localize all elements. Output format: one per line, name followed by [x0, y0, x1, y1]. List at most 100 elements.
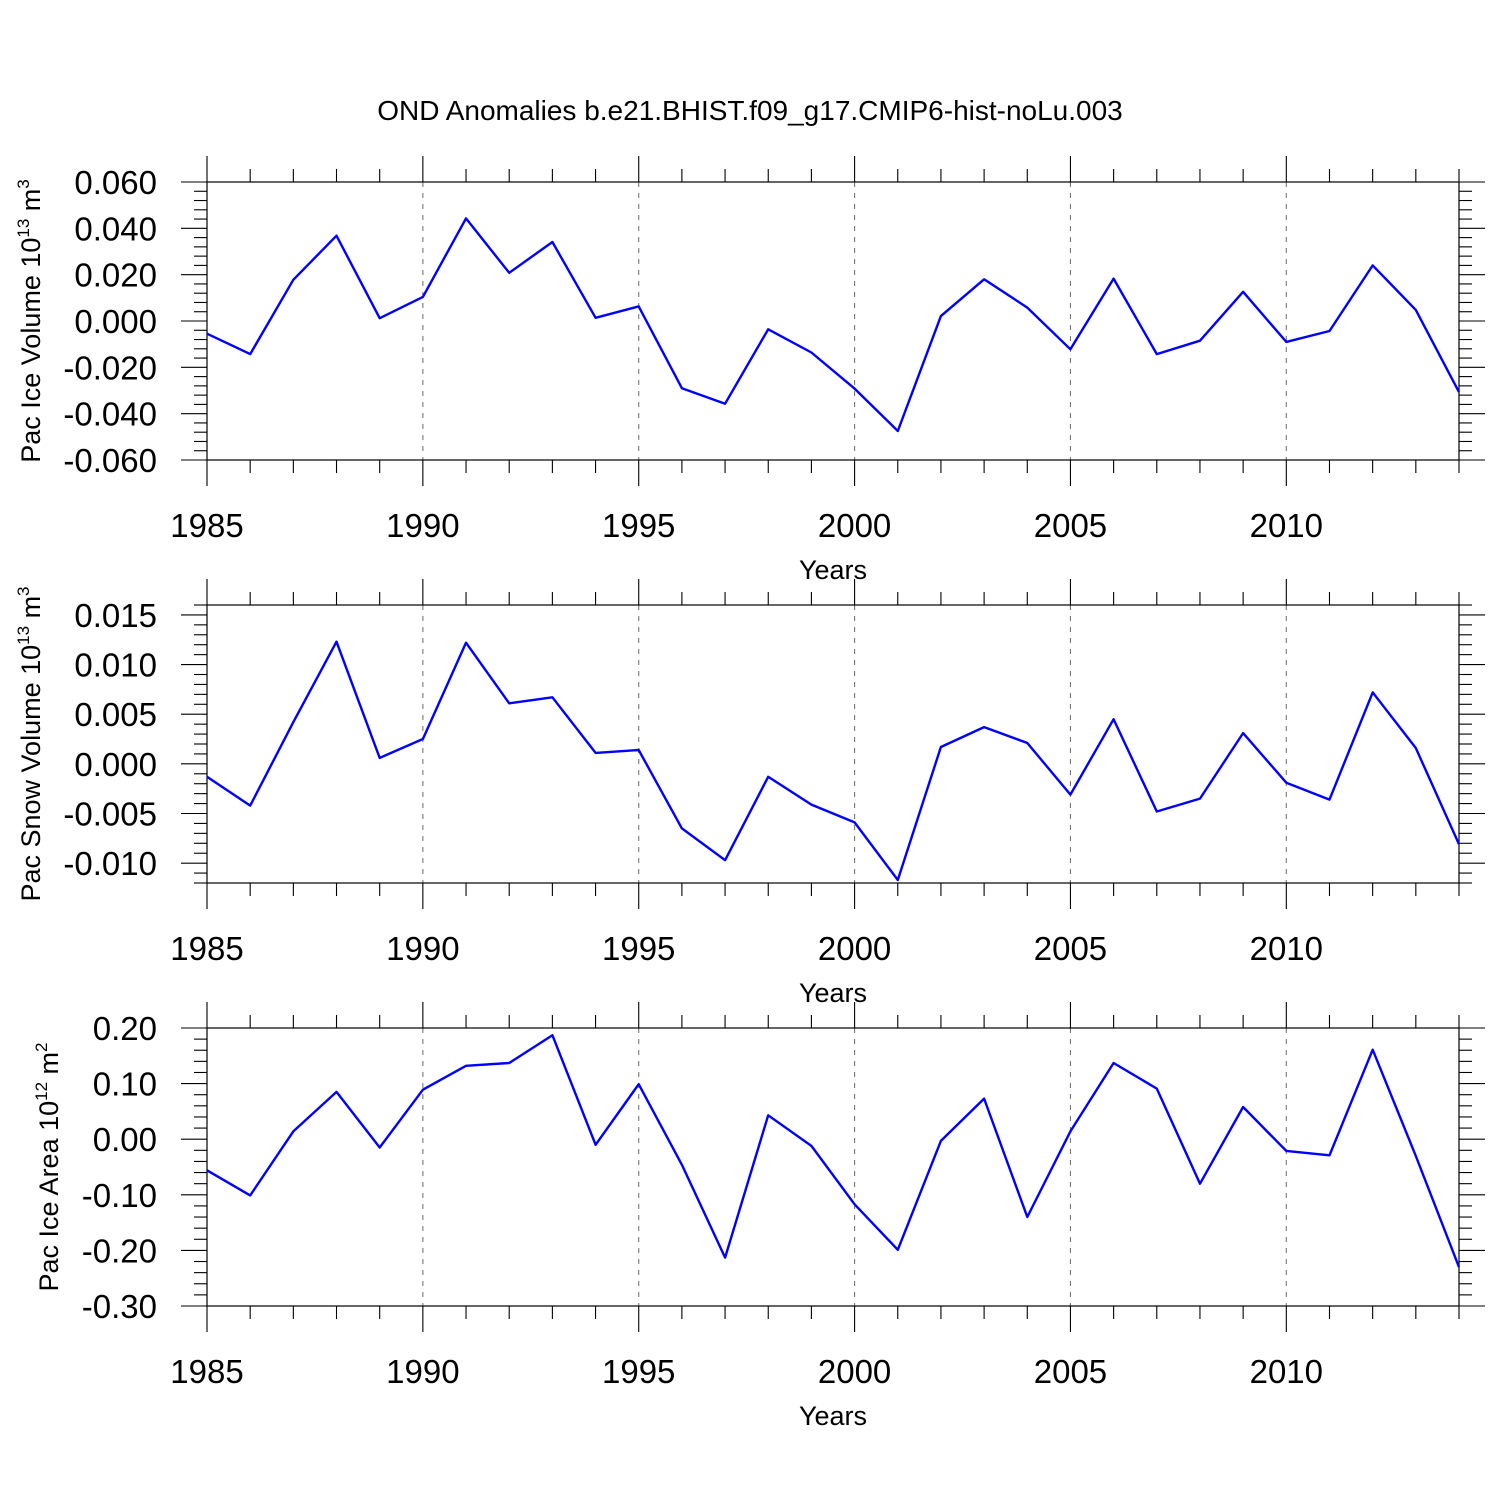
data-point — [853, 1202, 857, 1206]
data-point — [205, 775, 209, 779]
data-point — [766, 327, 770, 331]
y-tick-label: -0.10 — [82, 1177, 157, 1214]
data-point — [723, 402, 727, 406]
data-point — [335, 640, 339, 644]
data-point — [1112, 717, 1116, 721]
panels: 1985 1990 1995 2000 2005 2010 Years 0.060 0.040 0… — [14, 156, 1485, 1431]
data-point — [335, 234, 339, 238]
y-tick-label: -0.20 — [82, 1232, 157, 1269]
data-point — [1241, 731, 1245, 735]
data-point — [809, 803, 813, 807]
x-axis-label: Years — [799, 1401, 867, 1431]
panel-1: 1985 1990 1995 2000 2005 2010 Years 0.060 0.040 0… — [14, 156, 1485, 585]
data-point — [680, 1163, 684, 1167]
x-tick-label: 2005 — [1034, 507, 1107, 544]
data-point — [1327, 329, 1331, 333]
data-point — [1457, 842, 1461, 846]
data-point — [1025, 1215, 1029, 1219]
y-tick-label: 0.020 — [74, 257, 157, 294]
series-line — [206, 1033, 1461, 1268]
x-tick-label: 2010 — [1250, 930, 1323, 967]
data-point — [507, 271, 511, 275]
data-point — [809, 351, 813, 355]
x-tick-label: 1985 — [170, 1353, 243, 1390]
data-point — [939, 1139, 943, 1143]
data-point — [335, 1090, 339, 1094]
data-point — [1068, 793, 1072, 797]
y-tick-label: 0.005 — [74, 696, 157, 733]
data-point — [205, 1168, 209, 1172]
data-point — [982, 725, 986, 729]
data-point — [853, 820, 857, 824]
y-axis-label: Pac Ice Volume 1013 m3 — [14, 179, 46, 463]
data-point — [464, 641, 468, 645]
data-point — [1457, 1265, 1461, 1269]
x-tick-label: 1995 — [602, 1353, 675, 1390]
series-line — [206, 217, 1461, 433]
x-tick-label: 2010 — [1250, 1353, 1323, 1390]
data-point — [1112, 277, 1116, 281]
data-point — [248, 352, 252, 356]
data-point — [1155, 352, 1159, 356]
data-point — [1241, 1105, 1245, 1109]
y-tick-label: 0.010 — [74, 647, 157, 684]
data-point — [637, 1082, 641, 1086]
data-point — [1198, 339, 1202, 343]
data-point — [594, 1143, 598, 1147]
data-point — [378, 756, 382, 760]
data-point — [1155, 810, 1159, 814]
y-tick-label: -0.010 — [63, 845, 157, 882]
y-axis-label: Pac Ice Area 1012 m2 — [32, 1042, 64, 1291]
x-tick-label: 2000 — [818, 1353, 891, 1390]
data-point — [1241, 290, 1245, 294]
data-point — [1327, 798, 1331, 802]
data-point — [550, 695, 554, 699]
y-tick-label: 0.060 — [74, 164, 157, 201]
x-axis-label: Years — [799, 978, 867, 1008]
data-point — [1414, 1154, 1418, 1158]
data-point — [550, 1033, 554, 1037]
data-point — [1112, 1061, 1116, 1065]
data-point — [291, 1129, 295, 1133]
y-tick-label: 0.000 — [74, 303, 157, 340]
plot-frame — [206, 604, 1460, 884]
plot-frame — [206, 181, 1460, 461]
y-tick-label: -0.040 — [63, 396, 157, 433]
data-point — [1068, 1129, 1072, 1133]
data-point — [723, 1256, 727, 1260]
data-point — [248, 1193, 252, 1197]
y-tick-label: -0.020 — [63, 349, 157, 386]
x-tick-label: 2010 — [1250, 507, 1323, 544]
x-tick-label: 1985 — [170, 507, 243, 544]
data-point — [1284, 340, 1288, 344]
data-point — [1068, 347, 1072, 351]
data-point — [205, 332, 209, 336]
data-point — [550, 240, 554, 244]
data-point — [637, 304, 641, 308]
data-point — [680, 826, 684, 830]
data-point — [291, 720, 295, 724]
data-point — [1414, 308, 1418, 312]
data-point — [378, 316, 382, 320]
data-point — [1025, 306, 1029, 310]
panel-3: 1985 1990 1995 2000 2005 2010 Years 0.20 0.10 0.0… — [32, 1002, 1485, 1431]
data-point — [680, 386, 684, 390]
x-tick-label: 1990 — [386, 930, 459, 967]
data-point — [1284, 1149, 1288, 1153]
data-point — [1284, 781, 1288, 785]
data-point — [766, 775, 770, 779]
x-axis-label: Years — [799, 555, 867, 585]
data-point — [507, 1061, 511, 1065]
data-point — [248, 804, 252, 808]
data-point — [291, 278, 295, 282]
data-point — [1414, 746, 1418, 750]
data-point — [809, 1144, 813, 1148]
data-point — [939, 745, 943, 749]
data-point — [594, 751, 598, 755]
x-tick-label: 1990 — [386, 1353, 459, 1390]
y-tick-label: 0.00 — [93, 1121, 157, 1158]
data-point — [507, 701, 511, 705]
y-tick-label: 0.040 — [74, 210, 157, 247]
data-point — [896, 1248, 900, 1252]
